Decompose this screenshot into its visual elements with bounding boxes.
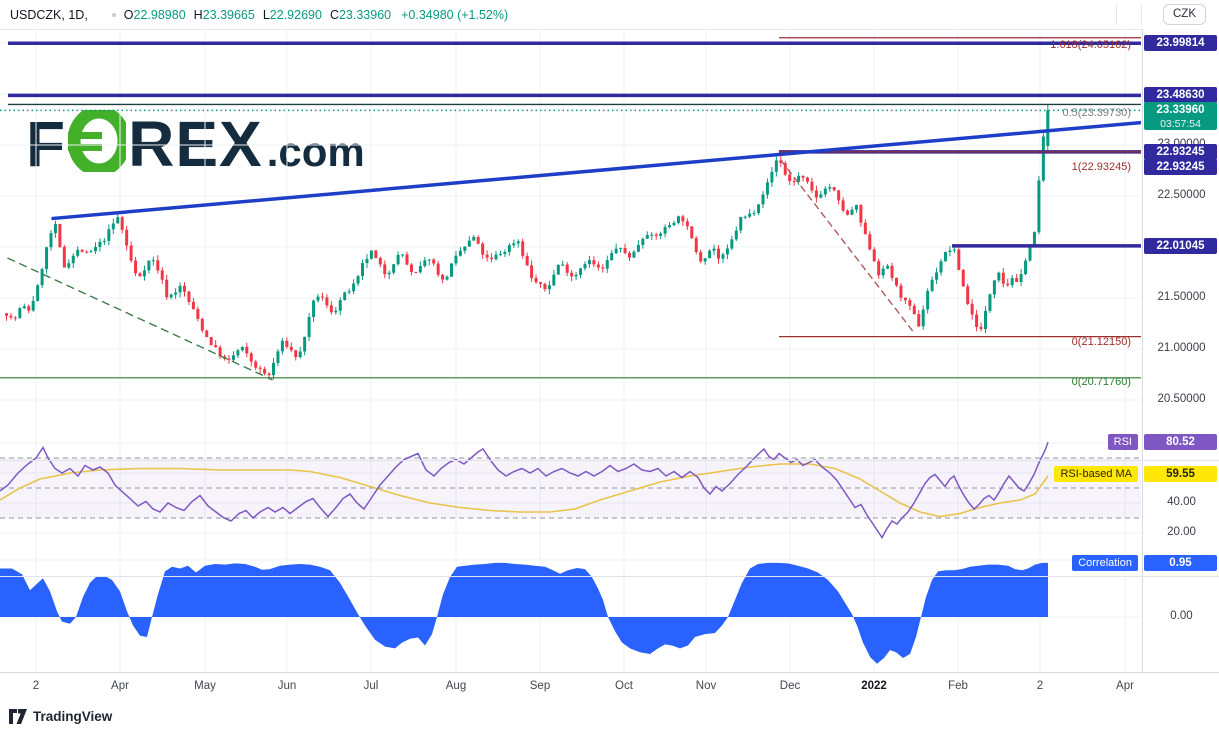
- axis-tick-label: 20.50000: [1157, 393, 1206, 405]
- time-axis-label: Jun: [277, 680, 297, 692]
- price-level-badge: 23.99814: [1144, 35, 1217, 52]
- last-update-time: 03:57:54: [1160, 118, 1201, 131]
- time-axis-label: May: [194, 680, 216, 692]
- axis-tick-label: 20.00: [1167, 526, 1196, 538]
- symbol-legend[interactable]: USDCZK, 1D,: [10, 7, 88, 22]
- price-level-badge: 22.93245: [1144, 143, 1217, 160]
- descending-dashed-green: [7, 257, 273, 381]
- price-level-badge: 22.93245: [1144, 158, 1217, 175]
- forex-com-watermark: F REX .com: [26, 105, 365, 180]
- watermark-o-logo-icon: [67, 105, 131, 177]
- legend-source-icon: [111, 12, 116, 17]
- footer: TradingView: [0, 700, 1219, 734]
- axis-tick-label: 22.50000: [1157, 189, 1206, 201]
- ohlc-legend: O22.98980 H23.39665 L22.92690 C23.33960: [124, 8, 399, 22]
- time-axis[interactable]: 2 Apr May Jun Jul Aug Sep Oct Nov Dec 2022 Feb 2 Apr: [0, 672, 1219, 701]
- time-axis-label: Jul: [363, 680, 379, 692]
- time-axis-label: Sep: [529, 680, 551, 692]
- axis-tick-label: 21.00000: [1157, 342, 1206, 354]
- time-axis-label: 2: [1036, 680, 1044, 692]
- price-level-badge: 59.55: [1144, 465, 1217, 482]
- axis-tick-label: 21.50000: [1157, 291, 1206, 303]
- correlation-area: [0, 562, 1048, 664]
- price-levels[interactable]: [0, 37, 1141, 379]
- change-percent: +0.34980 (+1.52%): [401, 7, 509, 22]
- tradingview-logo-text: TradingView: [33, 709, 113, 724]
- rsi-series[interactable]: [0, 442, 1049, 539]
- price-level-badge: 80.52: [1144, 434, 1217, 451]
- candlestick-series[interactable]: [5, 104, 1050, 380]
- ohlc-value-o: O22.98980: [123, 7, 186, 22]
- time-axis-label: Dec: [779, 680, 801, 692]
- pane-separator[interactable]: [0, 460, 1219, 461]
- currency-toggle-button[interactable]: CZK: [1163, 4, 1206, 25]
- time-axis-label: Apr: [111, 680, 129, 692]
- ohlc-value-h: H23.39665: [193, 7, 255, 22]
- rsi-band: [0, 457, 1141, 519]
- topbar-divider: [1116, 4, 1117, 25]
- last-price-badge: 23.33960 03:57:54: [1144, 102, 1217, 131]
- time-axis-label: Feb: [948, 680, 968, 692]
- topbar-divider: [1141, 4, 1142, 25]
- ascending-trendline: [51, 120, 1141, 221]
- time-axis-label: Aug: [445, 680, 467, 692]
- correlation-series[interactable]: [0, 562, 1048, 664]
- price-level-badge: 23.48630: [1144, 87, 1217, 104]
- ohlc-value-c: C23.33960: [329, 7, 392, 22]
- pane-separator[interactable]: [0, 576, 1219, 577]
- ohlc-value-l: L22.92690: [262, 7, 322, 22]
- time-axis-label: 2: [32, 680, 40, 692]
- rsi-ma-line: [0, 463, 1049, 518]
- watermark-f: F: [26, 108, 67, 180]
- rsi-line: [0, 442, 1049, 539]
- chart-header: USDCZK, 1D, O22.98980 H23.39665 L22.92690 C…: [0, 0, 1219, 30]
- tradingview-logo[interactable]: TradingView: [9, 709, 112, 724]
- descending-dashed-red: [780, 159, 915, 334]
- axis-tick-label: 0.00: [1170, 610, 1193, 622]
- trendlines[interactable]: [7, 120, 1141, 381]
- axis-tick-label: 40.00: [1167, 496, 1196, 508]
- price-level-badge: 22.01045: [1144, 237, 1217, 254]
- watermark-rex: REX: [128, 108, 263, 180]
- chart-plot-area[interactable]: [0, 29, 1141, 672]
- time-axis-label: Nov: [695, 680, 717, 692]
- watermark-dotcom: .com: [266, 128, 365, 175]
- time-axis-label: Oct: [615, 680, 633, 692]
- price-level-badge: 0.95: [1144, 554, 1217, 571]
- time-axis-label: Apr: [1116, 680, 1134, 692]
- time-axis-label: 2022: [861, 680, 887, 692]
- price-axis[interactable]: 23.0000022.5000021.5000021.0000020.50000…: [1142, 29, 1219, 672]
- tradingview-logo-icon: [9, 709, 27, 724]
